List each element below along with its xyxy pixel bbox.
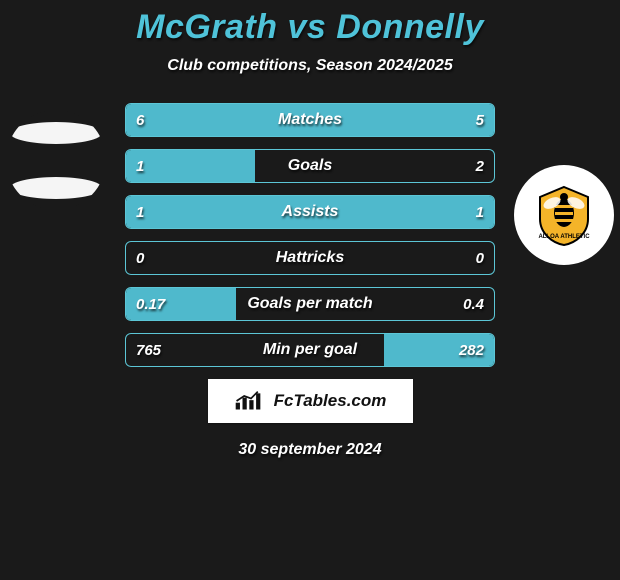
stat-row-goals-per-match: 0.17 Goals per match 0.4 — [125, 287, 495, 321]
player1-name: McGrath — [136, 8, 277, 46]
stat-value-right: 2 — [476, 158, 484, 175]
stat-label: Goals — [126, 157, 494, 175]
player2-name: Donnelly — [336, 8, 484, 46]
stat-label: Min per goal — [126, 341, 494, 359]
stat-label: Matches — [126, 111, 494, 129]
stat-row-hattricks: 0 Hattricks 0 — [125, 241, 495, 275]
stat-value-right: 1 — [476, 204, 484, 221]
stat-label: Hattricks — [126, 249, 494, 267]
club-badge-left-shape2 — [10, 177, 102, 199]
page-title: McGrath vs Donnelly — [0, 8, 620, 47]
stat-label: Assists — [126, 203, 494, 221]
wasp-crest-icon: ALLOA ATHLETIC — [532, 183, 596, 247]
watermark-text: FcTables.com — [274, 391, 387, 411]
bars-icon — [234, 390, 268, 412]
stat-row-min-per-goal: 765 Min per goal 282 — [125, 333, 495, 367]
subtitle: Club competitions, Season 2024/2025 — [0, 57, 620, 75]
watermark: FcTables.com — [208, 379, 413, 423]
club-badge-left-shape1 — [10, 122, 102, 144]
stat-value-right: 5 — [476, 112, 484, 129]
svg-text:ALLOA ATHLETIC: ALLOA ATHLETIC — [538, 234, 590, 240]
stat-label: Goals per match — [126, 295, 494, 313]
date: 30 september 2024 — [0, 441, 620, 459]
stat-rows: 6 Matches 5 1 Goals 2 1 Assists 1 0 Hatt… — [125, 103, 495, 367]
club-badge-right: ALLOA ATHLETIC — [514, 165, 614, 265]
stat-row-goals: 1 Goals 2 — [125, 149, 495, 183]
stat-value-right: 0.4 — [463, 296, 484, 313]
vs-word: vs — [288, 8, 327, 46]
club-badge-left — [6, 110, 106, 210]
stat-row-matches: 6 Matches 5 — [125, 103, 495, 137]
stat-value-right: 0 — [476, 250, 484, 267]
stat-value-right: 282 — [459, 342, 484, 359]
stat-row-assists: 1 Assists 1 — [125, 195, 495, 229]
comparison-card: McGrath vs Donnelly Club competitions, S… — [0, 0, 620, 580]
